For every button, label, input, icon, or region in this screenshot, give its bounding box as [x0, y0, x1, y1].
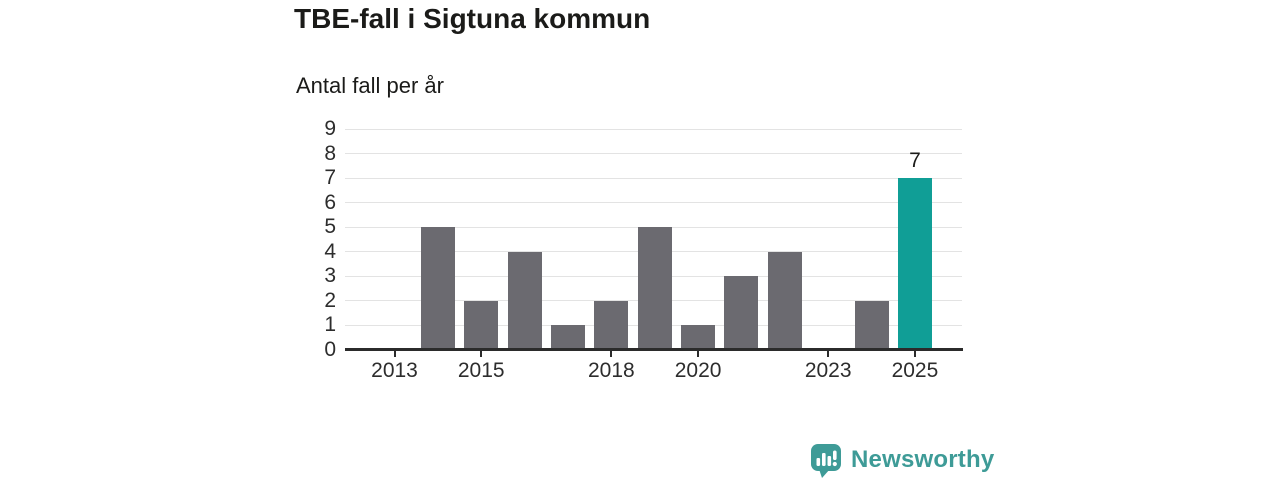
newsworthy-logo: Newsworthy	[810, 442, 994, 478]
y-tick-label-2: 2	[324, 288, 336, 312]
y-tick-label-3: 3	[324, 264, 336, 288]
chart-title: TBE-fall i Sigtuna kommun	[294, 3, 651, 34]
bar-2020	[681, 325, 716, 350]
bar-chart-plot-area: 7	[345, 128, 962, 350]
bar-2014	[420, 227, 455, 350]
x-tick-2023	[827, 351, 830, 357]
y-tick-label-9: 9	[324, 117, 336, 140]
x-tick-2025	[913, 351, 916, 357]
y-tick-label-5: 5	[324, 215, 336, 239]
x-tick-label-2023: 2023	[804, 359, 852, 382]
y-tick-label-7: 7	[324, 166, 336, 190]
x-axis-line	[345, 348, 963, 351]
bar-2018	[594, 300, 629, 350]
y-tick-label-6: 6	[324, 190, 336, 214]
highlight-value-label: 7	[909, 149, 921, 173]
bar-2019	[637, 227, 672, 350]
newsworthy-logo-icon	[811, 443, 841, 478]
x-tick-label-2013: 2013	[371, 359, 418, 382]
bar-2015	[464, 300, 499, 350]
gridline-y-8	[345, 153, 962, 155]
y-tick-label-4: 4	[324, 239, 336, 263]
x-tick-label-2018: 2018	[587, 359, 635, 382]
x-tick-label-2015: 2015	[457, 359, 505, 382]
newsworthy-logo-text: Newsworthy	[851, 446, 995, 473]
y-tick-label-0: 0	[324, 338, 336, 361]
bar-2024	[854, 300, 889, 350]
gridline-y-6	[345, 202, 962, 204]
bar-2025	[897, 178, 932, 350]
bar-2017	[550, 325, 585, 350]
x-tick-2020	[697, 351, 700, 357]
x-tick-2013	[393, 351, 396, 357]
gridline-y-9	[345, 128, 962, 130]
chart-subtitle: Antal fall per år	[296, 73, 444, 98]
x-tick-label-2025: 2025	[891, 359, 939, 382]
bar-2016	[507, 251, 542, 350]
x-tick-2015	[480, 351, 483, 357]
x-tick-label-2020: 2020	[674, 359, 722, 382]
gridline-y-7	[345, 177, 962, 179]
bar-2021	[724, 276, 759, 350]
y-tick-label-1: 1	[324, 313, 336, 337]
y-tick-label-8: 8	[324, 141, 336, 165]
x-tick-2018	[610, 351, 613, 357]
bar-2022	[767, 251, 802, 350]
